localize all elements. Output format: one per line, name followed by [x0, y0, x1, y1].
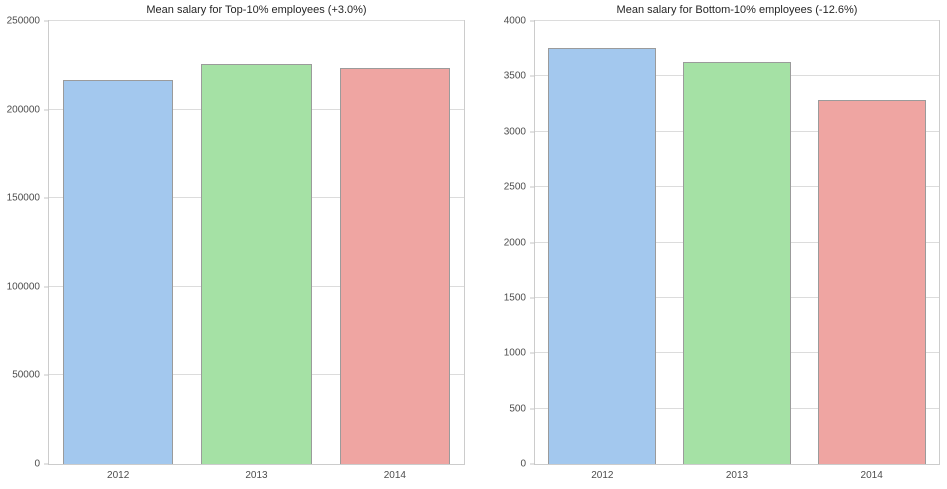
- plot-area-top10: 0 50000 100000 150000 200000 250000 2012 2013 20…: [7, 16, 465, 481]
- plot-area-bottom10: 0 500 1000 1500 2000 2500 3000 3500 4000 2012 2013…: [504, 16, 940, 481]
- chart-title-bottom10: Mean salary for Bottom-10% employees (-1…: [616, 4, 858, 16]
- y-tick-mark: [44, 463, 49, 465]
- y-tick-mark: [530, 186, 535, 188]
- bar-2013: [683, 61, 791, 464]
- y-tick-label: 0: [520, 458, 526, 470]
- chart-title-top10: Mean salary for Top-10% employees (+3.0%…: [146, 4, 367, 16]
- y-tick-mark: [530, 408, 535, 410]
- y-tick-label: 50000: [12, 369, 40, 381]
- y-tick-label: 250000: [6, 15, 40, 27]
- y-tick-mark: [530, 352, 535, 354]
- y-tick-mark: [530, 297, 535, 299]
- y-tick-label: 0: [34, 458, 40, 470]
- y-tick-mark: [530, 131, 535, 133]
- bar-2014: [817, 100, 926, 464]
- y-tick-mark: [530, 242, 535, 243]
- x-tick-label: 2012: [107, 470, 130, 481]
- y-tick-label: 2500: [503, 181, 526, 193]
- y-tick-label: 3500: [503, 70, 526, 82]
- y-tick-mark: [530, 463, 535, 465]
- y-tick-mark: [44, 20, 49, 22]
- y-tick-mark: [530, 20, 535, 22]
- x-tick-label: 2013: [245, 470, 268, 481]
- y-tick-mark: [44, 109, 49, 111]
- bar-2012: [548, 47, 657, 464]
- salary-chart-top10: Mean salary for Top-10% employees (+3.0%…: [0, 0, 470, 489]
- y-tick-label: 2000: [503, 237, 526, 248]
- y-tick-label: 4000: [503, 15, 526, 27]
- x-tick-label: 2013: [725, 470, 749, 481]
- salary-chart-bottom10: Mean salary for Bottom-10% employees (-1…: [470, 0, 947, 489]
- y-tick-label: 150000: [6, 192, 40, 204]
- y-tick-label: 200000: [6, 104, 40, 116]
- x-tick-label: 2014: [383, 470, 406, 481]
- bar-2012: [62, 79, 174, 464]
- y-tick-label: 3000: [503, 126, 526, 138]
- x-tick-label: 2014: [860, 470, 883, 481]
- y-tick-mark: [530, 75, 535, 77]
- bar-2014: [339, 68, 451, 464]
- y-tick-label: 1500: [503, 292, 526, 304]
- gridline: [49, 20, 464, 21]
- gridline: [535, 20, 939, 21]
- y-tick-mark: [44, 286, 49, 288]
- x-tick-label: 2012: [591, 470, 614, 481]
- y-tick-mark: [44, 197, 49, 199]
- y-tick-label: 100000: [6, 281, 40, 293]
- y-tick-mark: [44, 374, 49, 376]
- y-tick-label: 1000: [503, 347, 526, 359]
- bar-2013: [201, 63, 312, 464]
- y-tick-label: 500: [509, 403, 526, 415]
